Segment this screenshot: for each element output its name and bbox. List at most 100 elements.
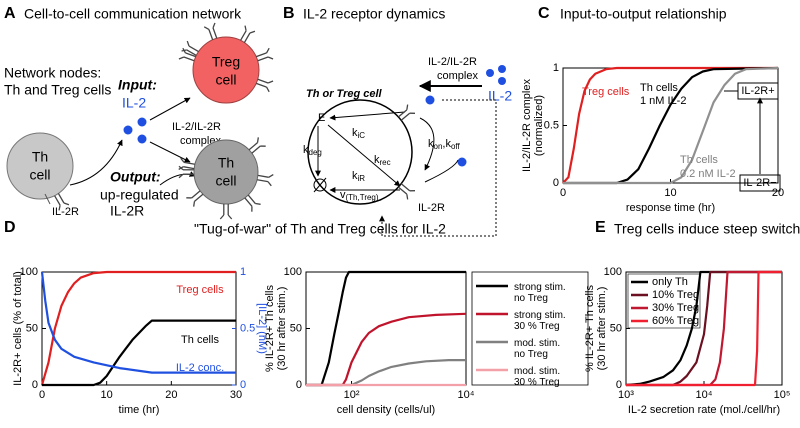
data-line [625,270,782,387]
receptor [178,165,184,171]
rate-label: krec [374,154,391,167]
annotation: 0.2 nM IL-2 [680,168,736,180]
receptor [249,30,256,34]
panel-title: Treg cells induce steep switching [614,221,800,237]
receptor [227,214,233,220]
treg-cell [192,36,260,104]
annotation: 1 nM IL-2 [640,95,686,107]
y-axis-label: IL-2/IL-2R complex [521,79,533,172]
rate-label: kdeg [303,144,322,157]
x-tick-label: 0 [560,187,566,199]
receptor [178,173,184,179]
y-axis-label: % IL-2R+ Th cells [584,285,596,372]
arrow [419,117,435,171]
y-tick-label: 50 [610,322,622,334]
y-tick-label: 0 [296,379,302,391]
output-text: up-regulated [100,187,179,203]
cell-label: cell [215,72,236,88]
data-line [306,359,466,387]
receptor [257,174,269,178]
complex-label: IL-2/IL-2R [172,121,221,133]
complex-label: complex [437,70,478,82]
receptor-pointer [44,193,51,205]
output-label: Output: [110,169,161,185]
data-line [40,271,236,374]
receptor [183,161,195,165]
annotation: Th cells [640,82,678,94]
panel-title: Input-to-output relationship [560,6,727,22]
x-tick-label: 0 [39,389,45,401]
output-text: IL-2R [110,203,144,219]
series-label: Treg cells [176,284,224,296]
rate-base: v [340,189,346,201]
endosome: E [318,112,325,124]
il2-dot [123,125,133,135]
y-axis-label: (normalized) [533,95,545,156]
nodes-label: Network nodes: [4,65,101,81]
arrow [149,141,191,163]
receptor [257,78,269,84]
rate-sub: rec [380,158,391,167]
receptor [57,193,65,204]
rate-sub: off [451,142,461,151]
cell-label: Th [218,155,234,171]
x-tick-label: 10⁵ [774,389,791,401]
y2-tick-label: 0 [240,379,246,391]
receptor [212,22,216,29]
y-tick-label: 100 [20,266,38,278]
rate-sub: (Th,Treg) [346,193,379,202]
receptor [182,47,186,54]
legend-label: strong stim. no Treg [514,282,566,304]
il2-dot [498,65,506,73]
receptor [247,194,256,204]
il2-dot [425,95,435,105]
data-line [626,270,782,387]
rate-sub: iC [358,131,366,140]
receptor [268,173,274,178]
il2-dot [137,117,147,127]
arrow [327,124,401,187]
rate-base: k [303,144,309,156]
receptor [267,56,274,60]
receptor [398,186,408,195]
receptor [194,193,204,202]
rate-label: kon,koff [428,138,460,151]
y-axis-label: (30 hr after stim.) [596,287,608,371]
rate-sub: iR [358,174,366,183]
legend-label: mod. stim. no Treg [514,338,561,360]
panel-title: Cell-to-cell communication network [24,6,242,22]
y-tick-label: 0 [32,379,38,391]
th-cell [6,132,74,200]
arrow [424,159,459,183]
receptor [266,47,270,54]
cell-label: cell [29,167,50,183]
il2-dot [498,77,506,85]
legend-frame [471,271,589,386]
legend-label: 30% Treg [652,302,699,314]
x-axis-label: time (hr) [119,404,160,416]
data-line [42,319,236,387]
il2-dot [457,157,467,167]
receptor [256,82,267,88]
y-tick-label: 100 [284,266,302,278]
receptor [219,214,225,220]
x-tick-label: 10 [101,389,113,401]
y-tick-label: 1 [553,62,559,74]
arrow [159,171,196,186]
receptor [183,166,195,170]
receptor [244,197,253,207]
x-axis-label: response time (hr) [626,202,715,214]
x-tick-label: 10² [344,389,360,401]
panel-letter: B [283,5,295,22]
receptor [178,56,185,60]
legend-label: only Th [652,276,688,288]
receptor [54,195,61,206]
y-tick-label: 0.5 [544,119,559,131]
data-line [306,312,467,387]
data-line [563,66,779,185]
degradation-symbol [313,177,327,193]
il2-dot [486,69,494,77]
series-label: Th cells [181,334,219,346]
